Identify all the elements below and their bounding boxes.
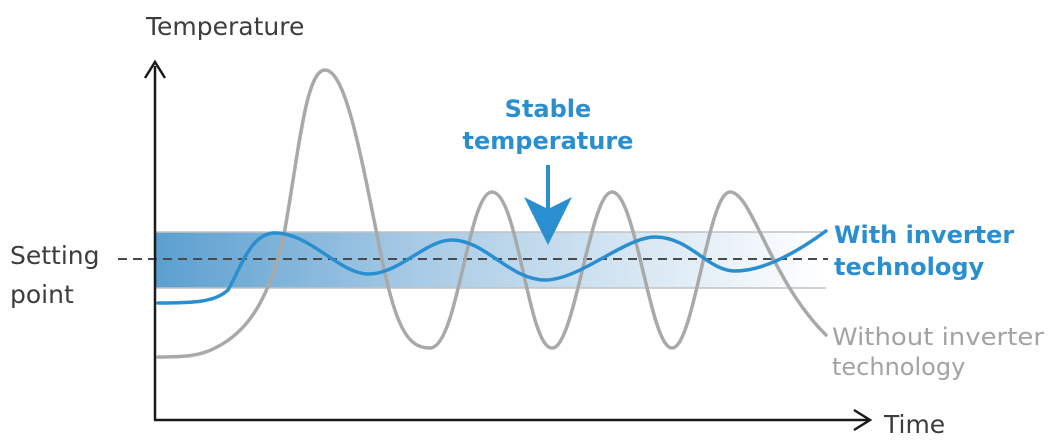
y-axis-arrowhead: [143, 59, 167, 79]
stable-temperature-band: [155, 232, 825, 288]
x-axis-label: Time: [883, 410, 945, 439]
with-inverter-label-line2: technology: [834, 253, 985, 281]
with-inverter-label-line1: With inverter: [834, 221, 1014, 249]
y-axis-label: Temperature: [145, 12, 304, 41]
setting-point-label-line1: Setting: [10, 241, 100, 270]
with-inverter-curve: [156, 229, 828, 305]
without-inverter-label-line2: technology: [832, 353, 965, 381]
stable-temperature-label-line1: Stable: [505, 95, 592, 123]
x-axis-arrowhead: [853, 408, 873, 432]
without-inverter-curve: [156, 68, 828, 359]
stable-temperature-label-line2: temperature: [463, 127, 634, 155]
setting-point-label-line2: point: [10, 280, 74, 309]
without-inverter-label-line1: Without inverter: [832, 323, 1044, 351]
